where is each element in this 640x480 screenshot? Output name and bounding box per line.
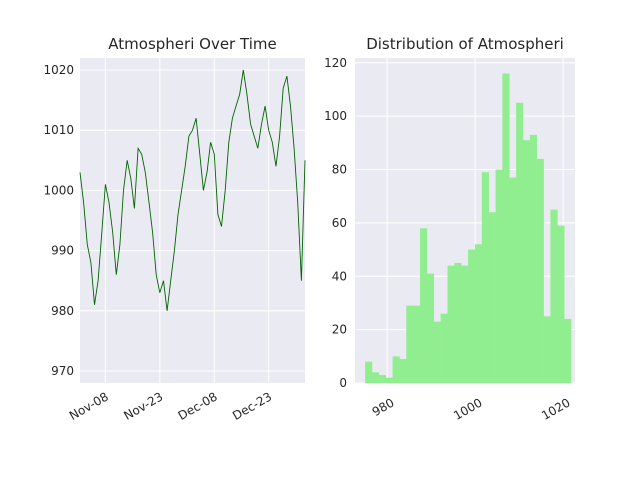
histogram-bar xyxy=(399,358,407,383)
histogram-bar xyxy=(564,318,572,383)
x-tick-label: 1000 xyxy=(451,395,484,422)
histogram-bar xyxy=(481,172,489,383)
series-line xyxy=(79,69,306,311)
y-tick-label: 1000 xyxy=(43,183,74,197)
line-chart: 970 980 990 1000 1010 1020 Nov-08 Nov-23 Dec-08… xyxy=(43,35,306,423)
histogram-bar xyxy=(426,273,435,383)
histogram-bar xyxy=(509,177,517,383)
histogram-y-ticks: 0 20 40 60 80 100 120 xyxy=(324,56,347,390)
y-tick-label: 40 xyxy=(332,269,347,283)
histogram-bar xyxy=(454,262,462,383)
x-tick-label: Dec-08 xyxy=(176,389,220,423)
histogram-bar xyxy=(420,228,428,383)
y-tick-label: 970 xyxy=(51,364,74,378)
histogram-bar xyxy=(495,169,503,383)
histogram-bar xyxy=(385,377,393,383)
histogram-title: Distribution of Atmospheri xyxy=(366,35,564,53)
y-tick-label: 1010 xyxy=(43,123,74,137)
histogram-bar xyxy=(365,361,373,383)
y-tick-label: 1020 xyxy=(43,63,74,77)
histogram-bar xyxy=(529,134,538,383)
x-tick-label: Nov-23 xyxy=(121,389,165,422)
histogram-bar xyxy=(378,375,387,383)
line-chart-plot-area xyxy=(80,58,305,383)
histogram-bars xyxy=(365,73,572,383)
histogram-bar xyxy=(461,265,469,383)
x-tick-label: Dec-23 xyxy=(230,389,274,423)
histogram-bar xyxy=(536,158,544,383)
histogram-bar xyxy=(447,265,455,383)
x-tick-label: 980 xyxy=(370,395,397,419)
histogram-bar xyxy=(502,73,510,383)
histogram-bar xyxy=(543,316,551,383)
y-tick-label: 60 xyxy=(332,216,347,230)
histogram-bar xyxy=(557,225,565,383)
line-chart-title: Atmospheri Over Time xyxy=(108,35,276,53)
histogram-bar xyxy=(413,305,421,383)
y-tick-label: 80 xyxy=(332,163,347,177)
x-tick-label: Nov-08 xyxy=(67,389,111,422)
histogram-bar xyxy=(406,305,414,383)
histogram-chart: 0 20 40 60 80 100 120 980 1000 1020 Distribution… xyxy=(324,35,575,423)
histogram-bar xyxy=(522,140,531,383)
y-tick-label: 980 xyxy=(51,304,74,318)
y-tick-label: 0 xyxy=(339,376,347,390)
x-tick-label: 1020 xyxy=(539,395,572,422)
line-chart-y-ticks: 970 980 990 1000 1010 1020 xyxy=(43,63,74,378)
histogram-bar xyxy=(468,249,476,383)
histogram-bar xyxy=(550,209,558,383)
histogram-bar xyxy=(433,321,441,383)
histogram-bar xyxy=(516,102,524,383)
histogram-x-ticks: 980 1000 1020 xyxy=(370,395,573,422)
histogram-bar xyxy=(371,372,380,383)
histogram-bar xyxy=(488,212,496,383)
histogram-bar xyxy=(440,313,448,383)
histogram-bar xyxy=(392,356,400,383)
y-tick-label: 120 xyxy=(324,56,347,70)
histogram-bar xyxy=(474,244,483,383)
line-chart-x-ticks: Nov-08 Nov-23 Dec-08 Dec-23 xyxy=(67,389,274,423)
y-tick-label: 20 xyxy=(332,323,347,337)
y-tick-label: 100 xyxy=(324,109,347,123)
y-tick-label: 990 xyxy=(51,244,74,258)
